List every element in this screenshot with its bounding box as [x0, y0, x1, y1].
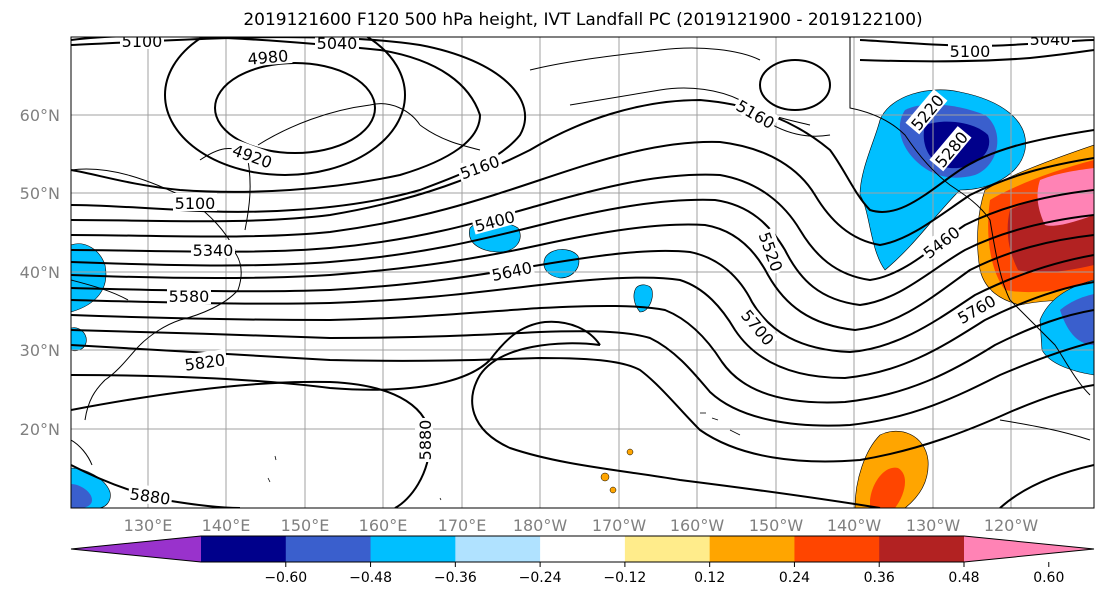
- colorbar-segment: [370, 536, 456, 562]
- graticule: [71, 37, 1094, 508]
- colorbar-segment: [201, 536, 287, 562]
- lon-label: 120°W: [984, 516, 1039, 535]
- contour-5520: [71, 276, 1094, 380]
- aleutians-west: [419, 124, 481, 151]
- colorbar-tick-label: −0.60: [264, 570, 307, 586]
- map-area: 5100 5040 4980 4920 5160 5100 5340 5580 …: [71, 30, 1094, 508]
- colorbar-segment: [455, 536, 541, 562]
- ivt-dot-1: [600, 472, 610, 482]
- contour-5700: [71, 344, 1094, 463]
- contour-label: 5880: [416, 420, 435, 461]
- ivt-region-mexico-neg-048: [1060, 294, 1094, 345]
- lon-label: 130°E: [124, 516, 173, 535]
- ivt-region-pos-max: [1037, 168, 1094, 226]
- lon-label: 160°W: [670, 516, 725, 535]
- contour-5340: [71, 198, 1094, 307]
- colorbar-extend-low: [71, 536, 201, 562]
- colorbar-tick-label: 0.12: [694, 570, 725, 586]
- contour-label: 5100: [175, 194, 216, 213]
- colorbar-segment: [794, 536, 880, 562]
- contour-label: 5040: [317, 34, 358, 53]
- colorbar-extend-high: [964, 536, 1094, 562]
- ivt-region-asia-1: [71, 243, 107, 313]
- contour-label: 5340: [193, 241, 234, 260]
- contour-label: 5040: [1030, 30, 1071, 49]
- contour-4980: [164, 37, 406, 176]
- lat-label: 20°N: [20, 420, 60, 439]
- ivt-dot-3: [626, 448, 634, 456]
- contour-5160-alaska: [759, 59, 831, 111]
- lon-label: 150°E: [281, 516, 330, 535]
- lon-labels: 130°E 140°E 150°E 160°E 170°E 180°W 170°…: [124, 516, 1039, 535]
- lat-label: 40°N: [20, 263, 60, 282]
- lat-label: 50°N: [20, 184, 60, 203]
- contour-5760: [71, 320, 601, 391]
- colorbar-segment: [709, 536, 795, 562]
- lon-label: 140°W: [827, 516, 882, 535]
- coastlines: [71, 37, 1091, 466]
- lat-label: 30°N: [20, 341, 60, 360]
- contour-label: 5100: [950, 42, 991, 61]
- ivt-region-midpac-3: [633, 284, 653, 313]
- contour-5220: [71, 140, 1094, 247]
- colorbar-segment: [624, 536, 711, 562]
- colorbar-segment: [540, 536, 626, 562]
- lat-labels: 60°N 50°N 40°N 30°N 20°N: [20, 106, 60, 439]
- ivt-region-asia-3-048: [71, 484, 92, 508]
- lon-label: 150°W: [749, 516, 804, 535]
- contour-5640: [71, 329, 1094, 427]
- contour-label: 5100: [122, 32, 163, 51]
- map-frame: [70, 36, 1095, 509]
- lon-label: 180°W: [513, 516, 568, 535]
- contour-label: 5580: [169, 287, 210, 306]
- contour-5460: [71, 249, 1094, 354]
- islands: [267, 412, 741, 501]
- contour-5040: [71, 37, 482, 193]
- ivt-dot-2: [609, 486, 617, 494]
- ivt-shading: [71, 89, 1094, 508]
- contour-5040-ne: [859, 39, 1094, 47]
- lon-label: 130°W: [906, 516, 961, 535]
- lon-label: 160°E: [359, 516, 408, 535]
- contour-5400: [71, 223, 1094, 332]
- lon-label: 140°E: [202, 516, 251, 535]
- lon-label: 170°W: [592, 516, 647, 535]
- contour-5160: [71, 98, 1094, 223]
- contour-5820: [71, 380, 432, 508]
- contour-5880-se: [999, 464, 1094, 508]
- colorbar-tick-label: 0.36: [864, 570, 895, 586]
- contour-5880-east: [471, 342, 881, 508]
- contour-label: 4980: [247, 46, 289, 68]
- contour-5100-ne: [859, 49, 1094, 63]
- colorbar-segment: [879, 536, 965, 562]
- colorbar-tick-label: −0.12: [603, 570, 646, 586]
- map-title: 2019121600 F120 500 hPa height, IVT Land…: [243, 10, 922, 30]
- lon-label: 170°E: [438, 516, 487, 535]
- ivt-region-subtropical-pos-048: [870, 467, 906, 508]
- colorbar-tick-label: −0.48: [349, 570, 392, 586]
- colorbar: −0.60 −0.48 −0.36 −0.24 −0.12 0.12 0.24 0.36 0.4…: [70, 535, 1095, 586]
- contour-label: 5880: [129, 484, 172, 508]
- colorbar-tick-label: −0.36: [434, 570, 477, 586]
- colorbar-tick-label: 0.48: [948, 570, 979, 586]
- contour-5580: [71, 304, 1094, 404]
- colorbar-tick-label: −0.24: [519, 570, 562, 586]
- colorbar-tick-label: 0.60: [1033, 570, 1064, 586]
- contour-4920: [214, 62, 376, 154]
- colorbar-outline: [70, 535, 1095, 563]
- colorbar-segment: [285, 536, 372, 562]
- lat-label: 60°N: [20, 106, 60, 125]
- colorbar-tick-label: 0.24: [779, 570, 810, 586]
